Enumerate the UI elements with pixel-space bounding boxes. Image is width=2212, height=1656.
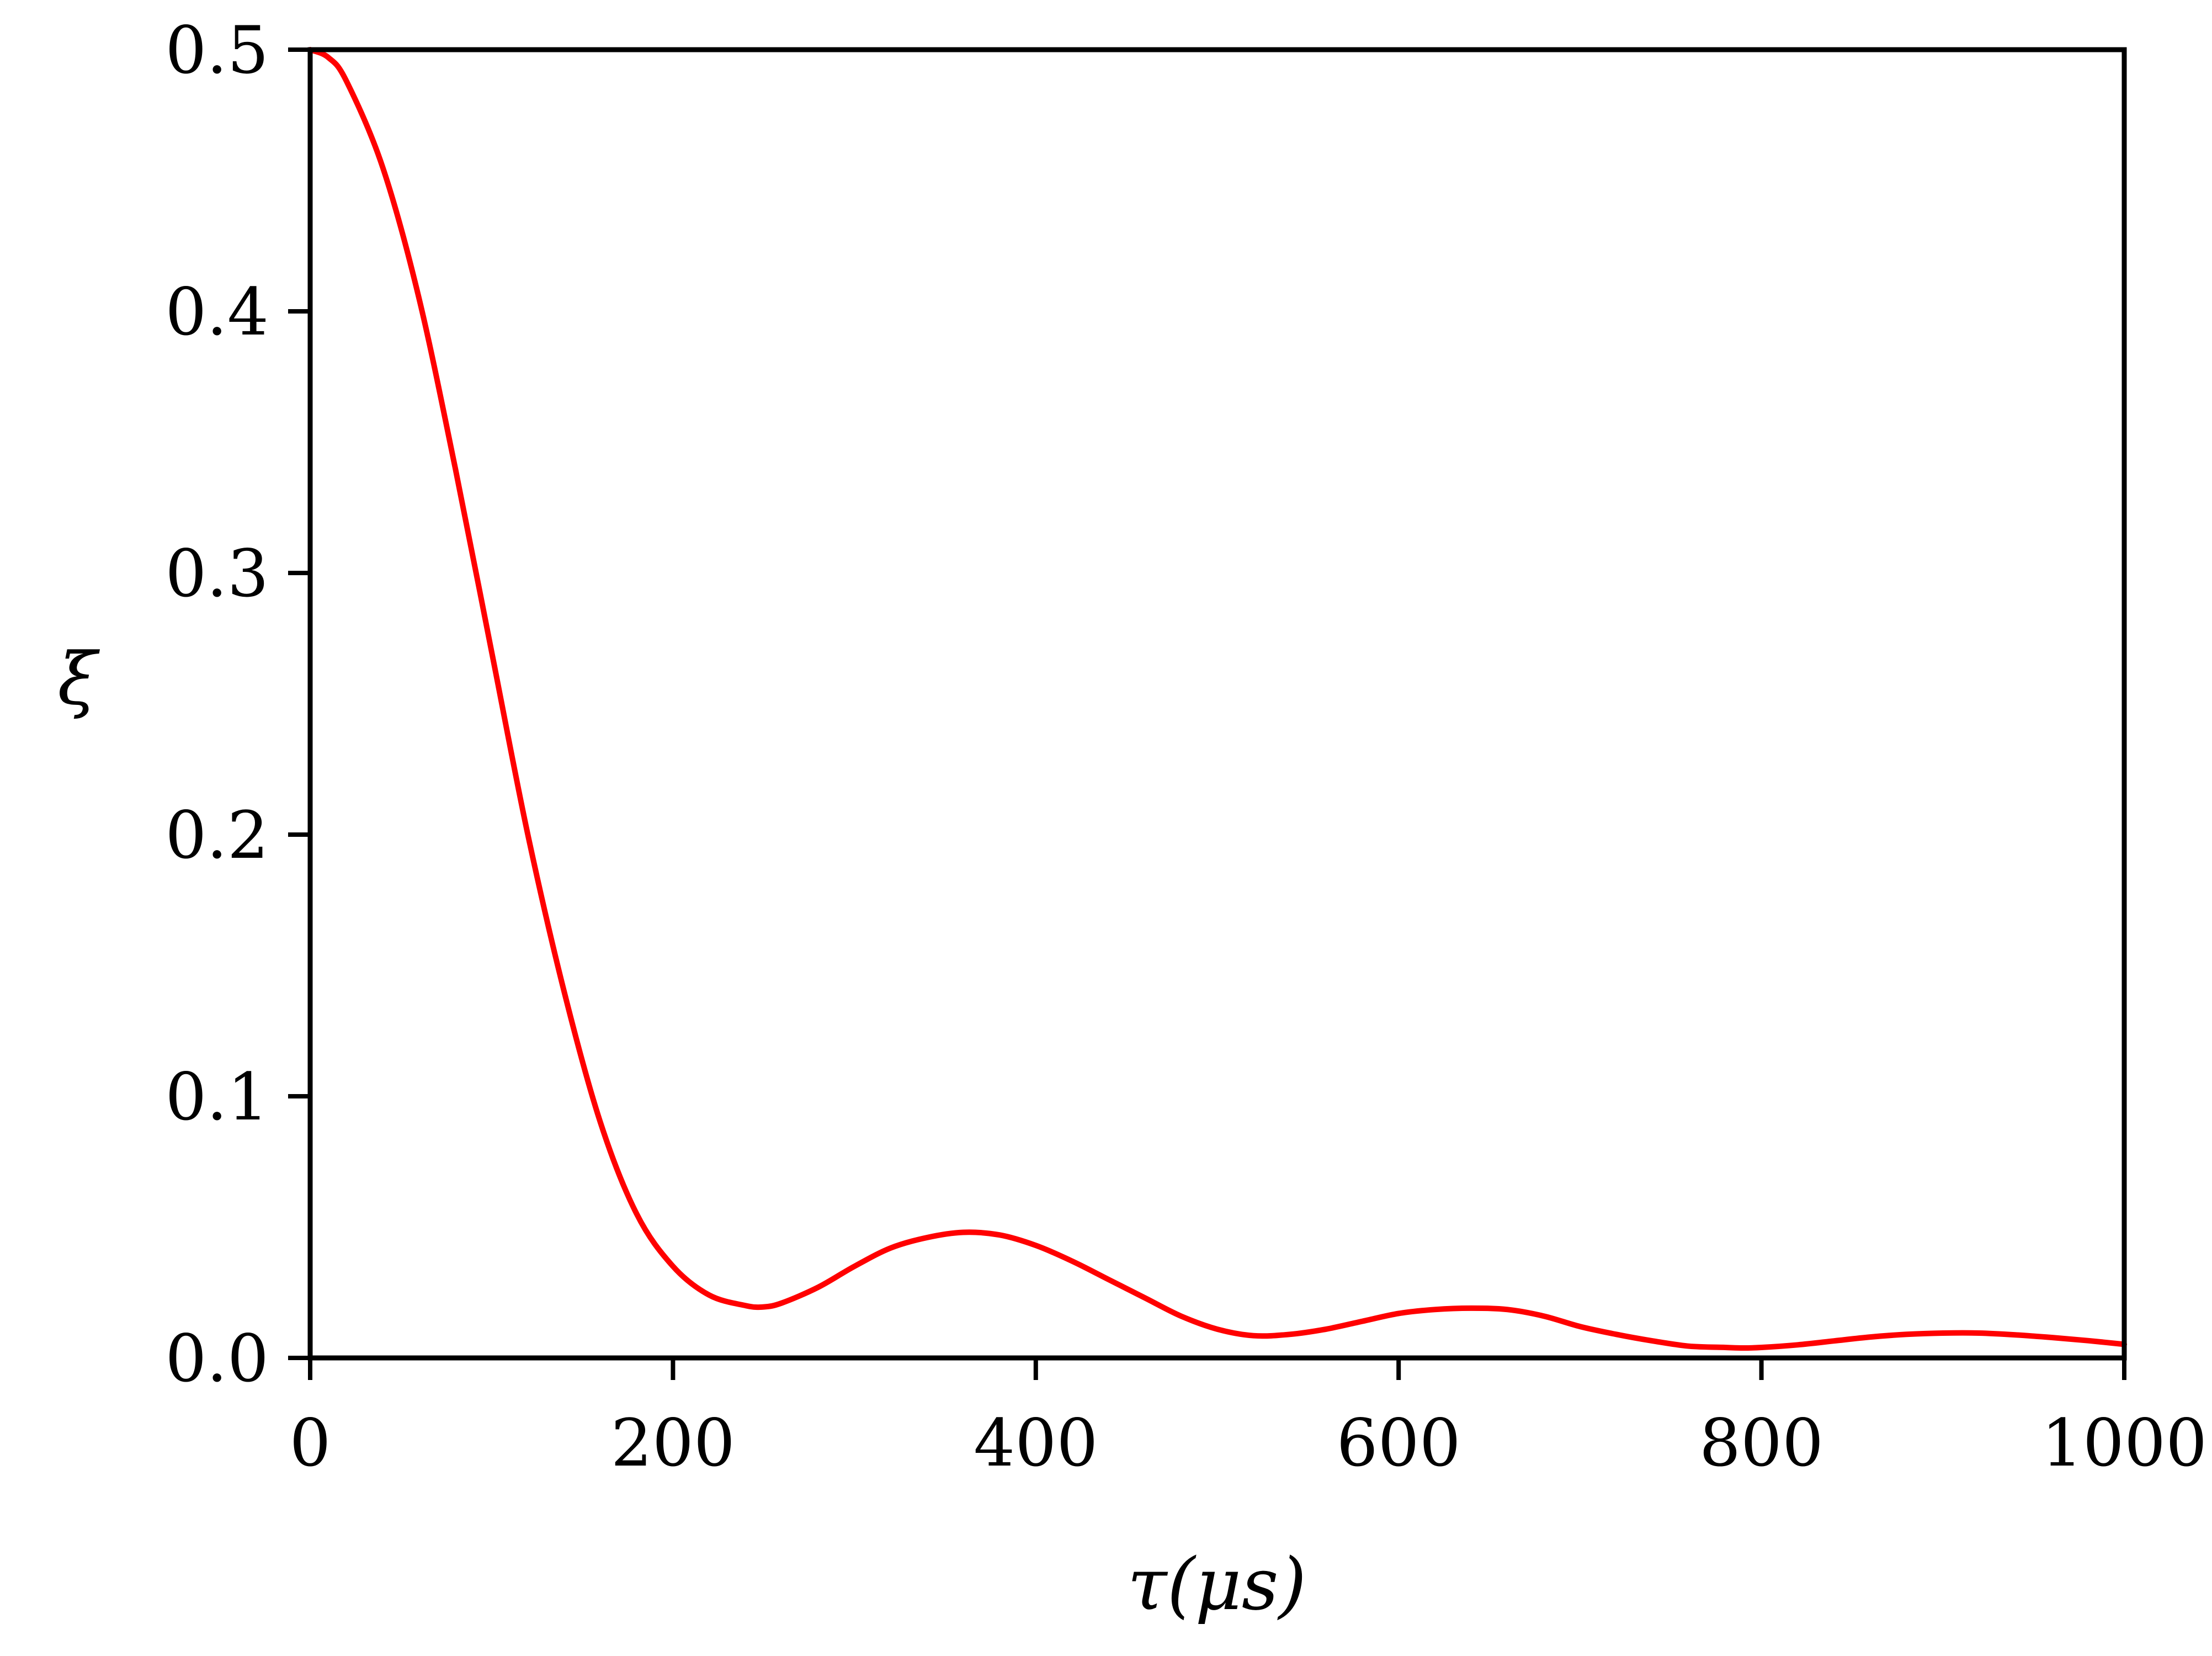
y-tick-label: 0.5 xyxy=(165,12,269,88)
x-tick-label: 0 xyxy=(289,1405,331,1481)
x-tick-label: 400 xyxy=(974,1405,1098,1481)
tick-layer: 0 200 400 600 800 1000 0.0 0.1 0.2 0.3 0.4 0.5 xyxy=(165,12,2207,1481)
y-tick-label: 0.4 xyxy=(165,274,269,350)
y-axis-label: ξ xyxy=(57,637,100,721)
x-tick-label: 800 xyxy=(1699,1405,1823,1481)
y-tick-label: 0.3 xyxy=(165,535,269,612)
series-line xyxy=(307,47,2127,1351)
y-tick-label: 0.1 xyxy=(165,1059,269,1135)
series-layer xyxy=(307,47,2127,1351)
y-tick-label: 0.2 xyxy=(165,797,269,873)
x-tick-label: 600 xyxy=(1337,1405,1461,1481)
x-tick-label: 1000 xyxy=(2041,1405,2207,1481)
x-axis-label: τ(μs) xyxy=(1128,1542,1307,1626)
x-tick-label: 200 xyxy=(611,1405,735,1481)
plot-frame xyxy=(307,47,2127,1361)
y-tick-label: 0.0 xyxy=(165,1320,269,1397)
